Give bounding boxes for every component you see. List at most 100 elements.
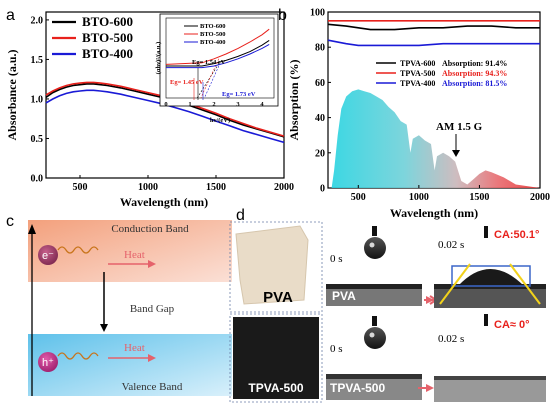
tpva-droplet-0s-icon: [364, 327, 386, 349]
heat-arrow-cb-head: [148, 260, 156, 268]
inset-fit-line-2: [204, 65, 220, 99]
b-series-line-0: [327, 23, 540, 31]
a-xtick-label: 500: [73, 182, 88, 193]
heat-arrow-vb-head: [148, 354, 156, 362]
inset-series-line-0: [166, 39, 270, 67]
am15g-label: AM 1.5 G: [436, 121, 483, 133]
hole-icon: [38, 352, 58, 372]
b-ytick-label: 80: [315, 43, 325, 54]
tpva-substrate-002-top: [434, 376, 546, 380]
a-ytick-label: 0.5: [31, 134, 44, 145]
tpva-film-photo: [233, 317, 319, 399]
b-ytick-label: 40: [315, 113, 325, 124]
legend-tpva600: TPVA-600: [400, 59, 435, 68]
energy-axis-head: [28, 224, 36, 234]
panel-b-ylabel: Absorption (%): [287, 59, 301, 140]
tpva-needle-icon: [372, 316, 377, 326]
panel-a-ylabel: Absorbance (a.u.): [5, 49, 19, 140]
b-xtick-label: 1000: [409, 192, 429, 203]
transition-arrow-head: [100, 324, 108, 332]
inset-series: [165, 28, 270, 99]
panel-a: a 0.0 0.5 1.0 1.5 2.0 500 1000 1500 2000 Wavele…: [5, 7, 294, 209]
hole-label: h⁺: [42, 357, 54, 369]
tpva-substrate-top: [326, 374, 422, 379]
phonon-wave-cb-icon: [57, 246, 99, 254]
pva-droplet-highlight: [369, 242, 375, 248]
am15g-arrow-head: [452, 150, 460, 157]
inset-xtick-label: 3: [236, 101, 240, 108]
panel-b-x-ticks: 500 1000 1500 2000: [351, 185, 550, 203]
heat-label-vb: Heat: [124, 342, 145, 354]
legend-tpva400-abs: Absorption: 81.5%: [442, 79, 507, 88]
panel-a-x-ticks: 500 1000 1500 2000: [73, 175, 294, 193]
tpva-substrate-label: TPVA-500: [330, 381, 385, 395]
a-xtick-label: 2000: [274, 182, 294, 193]
a-series-line-2: [45, 89, 285, 144]
phonon-wave-vb-icon: [57, 352, 99, 360]
pva-photo-label: PVA: [263, 289, 293, 306]
panel-b: b 0 20 40 60 80 100 500 1000 1500 2000 Wavelengt…: [278, 7, 550, 220]
a-ytick-label: 2.0: [31, 15, 44, 26]
inset-x-ticks: 0 1 2 3 4: [164, 101, 264, 108]
panel-c: c Conduction Band Valence Band Band Gap …: [6, 213, 232, 396]
pva-time-002: 0.02 s: [438, 239, 464, 251]
inset-xtick-label: 0: [164, 101, 167, 108]
eg-label-154: Eg= 1.54 eV: [192, 59, 226, 66]
eg-label-173: Eg= 1.73 eV: [222, 91, 256, 98]
tpva-substrate-0s: [326, 376, 422, 400]
a-ytick-label: 1.5: [31, 55, 44, 66]
pva-droplet-0s-icon: [364, 237, 386, 259]
panel-d: d PVA TPVA-500 0 s PVA 0.02 s CA:50.1° 0…: [229, 207, 546, 403]
pva-needle-icon: [372, 226, 377, 236]
legend-tpva400: TPVA-400: [400, 79, 435, 88]
tpva-contact-angle: CA≈ 0°: [494, 319, 530, 331]
panel-a-series: [45, 81, 285, 144]
inset-series-line-2: [166, 43, 270, 69]
pva-contact-angle: CA:50.1°: [494, 229, 539, 241]
tpva-substrate-002: [434, 378, 546, 402]
pva-measure-box: [451, 265, 531, 287]
pva-substrate-top: [326, 284, 422, 289]
legend-bto500: BTO-500: [82, 30, 133, 45]
inset-ylabel: (αhν)²/(a.u.): [155, 42, 162, 75]
pva-photo-frame: [229, 221, 323, 313]
pva-substrate-label: PVA: [332, 289, 356, 303]
panel-b-y-ticks: 0 20 40 60 80 100: [310, 8, 331, 195]
inset-xtick-label: 1: [188, 101, 191, 108]
tpva-droplet-highlight: [369, 332, 375, 338]
panel-b-xlabel: Wavelength (nm): [390, 206, 478, 220]
conduction-band-block: [28, 220, 232, 282]
panel-b-label: b: [278, 7, 287, 24]
inset-xlabel: hν/(eV): [210, 117, 230, 124]
b-xtick-label: 1500: [469, 192, 489, 203]
panel-a-xlabel: Wavelength (nm): [120, 195, 208, 209]
tpva-photo-frame: [229, 313, 323, 403]
electron-icon: [38, 245, 58, 265]
pva-substrate-0s: [326, 286, 422, 306]
pva-tangent-left: [439, 263, 471, 305]
legend-bto400: BTO-400: [82, 46, 133, 61]
b-ytick-label: 100: [310, 8, 325, 19]
a-xtick-label: 1000: [138, 182, 158, 193]
a-xtick-label: 1500: [206, 182, 226, 193]
b-xtick-label: 2000: [530, 192, 550, 203]
solar-spectrum-area: [331, 89, 540, 188]
pva-tangent-right: [509, 263, 541, 305]
tpva-time-0: 0 s: [330, 343, 343, 355]
valence-band-block: [28, 334, 232, 396]
pva-time-arrow-head: [426, 296, 434, 304]
panel-a-y-ticks: 0.0 0.5 1.0 1.5 2.0: [31, 15, 49, 185]
solar-spectrum: [331, 89, 540, 188]
inset-legend-600: BTO-600: [200, 23, 226, 30]
a-ytick-label: 0.0: [31, 174, 44, 185]
b-ytick-label: 20: [315, 148, 325, 159]
inset-legend-400: BTO-400: [200, 39, 226, 46]
panel-b-series: [327, 20, 540, 47]
inset-series-line-1: [165, 28, 270, 65]
panel-b-legend: TPVA-600 Absorption: 91.4% TPVA-500 Abso…: [376, 59, 507, 88]
a-ytick-label: 1.0: [31, 94, 44, 105]
pva-substrate-002: [434, 286, 546, 308]
a-series-line-0: [45, 83, 285, 138]
conduction-band-label: Conduction Band: [111, 223, 189, 235]
